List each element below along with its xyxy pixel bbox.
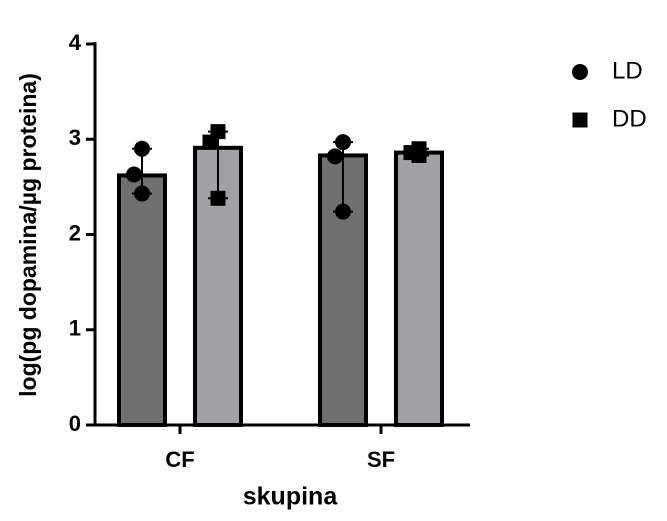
data-point bbox=[134, 185, 150, 202]
legend-marker bbox=[572, 64, 588, 80]
y-tick-label: 1 bbox=[69, 316, 81, 341]
y-tick-label: 0 bbox=[69, 411, 81, 436]
data-point bbox=[126, 166, 142, 183]
data-point bbox=[411, 141, 427, 157]
x-axis-label: skupina bbox=[243, 483, 339, 511]
bar bbox=[117, 173, 167, 427]
data-point bbox=[134, 140, 150, 157]
y-tick-label: 3 bbox=[69, 125, 81, 150]
x-tick-label: CF bbox=[165, 447, 194, 472]
data-point bbox=[335, 203, 351, 220]
y-tick-label: 4 bbox=[69, 30, 82, 55]
bar bbox=[394, 150, 444, 428]
legend-marker bbox=[572, 112, 588, 128]
x-tick-label: SF bbox=[367, 447, 395, 472]
legend-label: DD bbox=[612, 105, 647, 132]
legend-label: LD bbox=[612, 57, 643, 84]
data-point bbox=[210, 190, 226, 206]
y-tick-label: 2 bbox=[69, 220, 81, 245]
y-axis-label: log(pg dopamina/µg proteina) bbox=[15, 73, 41, 397]
data-point bbox=[202, 134, 218, 150]
data-point bbox=[327, 148, 343, 165]
data-point bbox=[335, 134, 351, 151]
